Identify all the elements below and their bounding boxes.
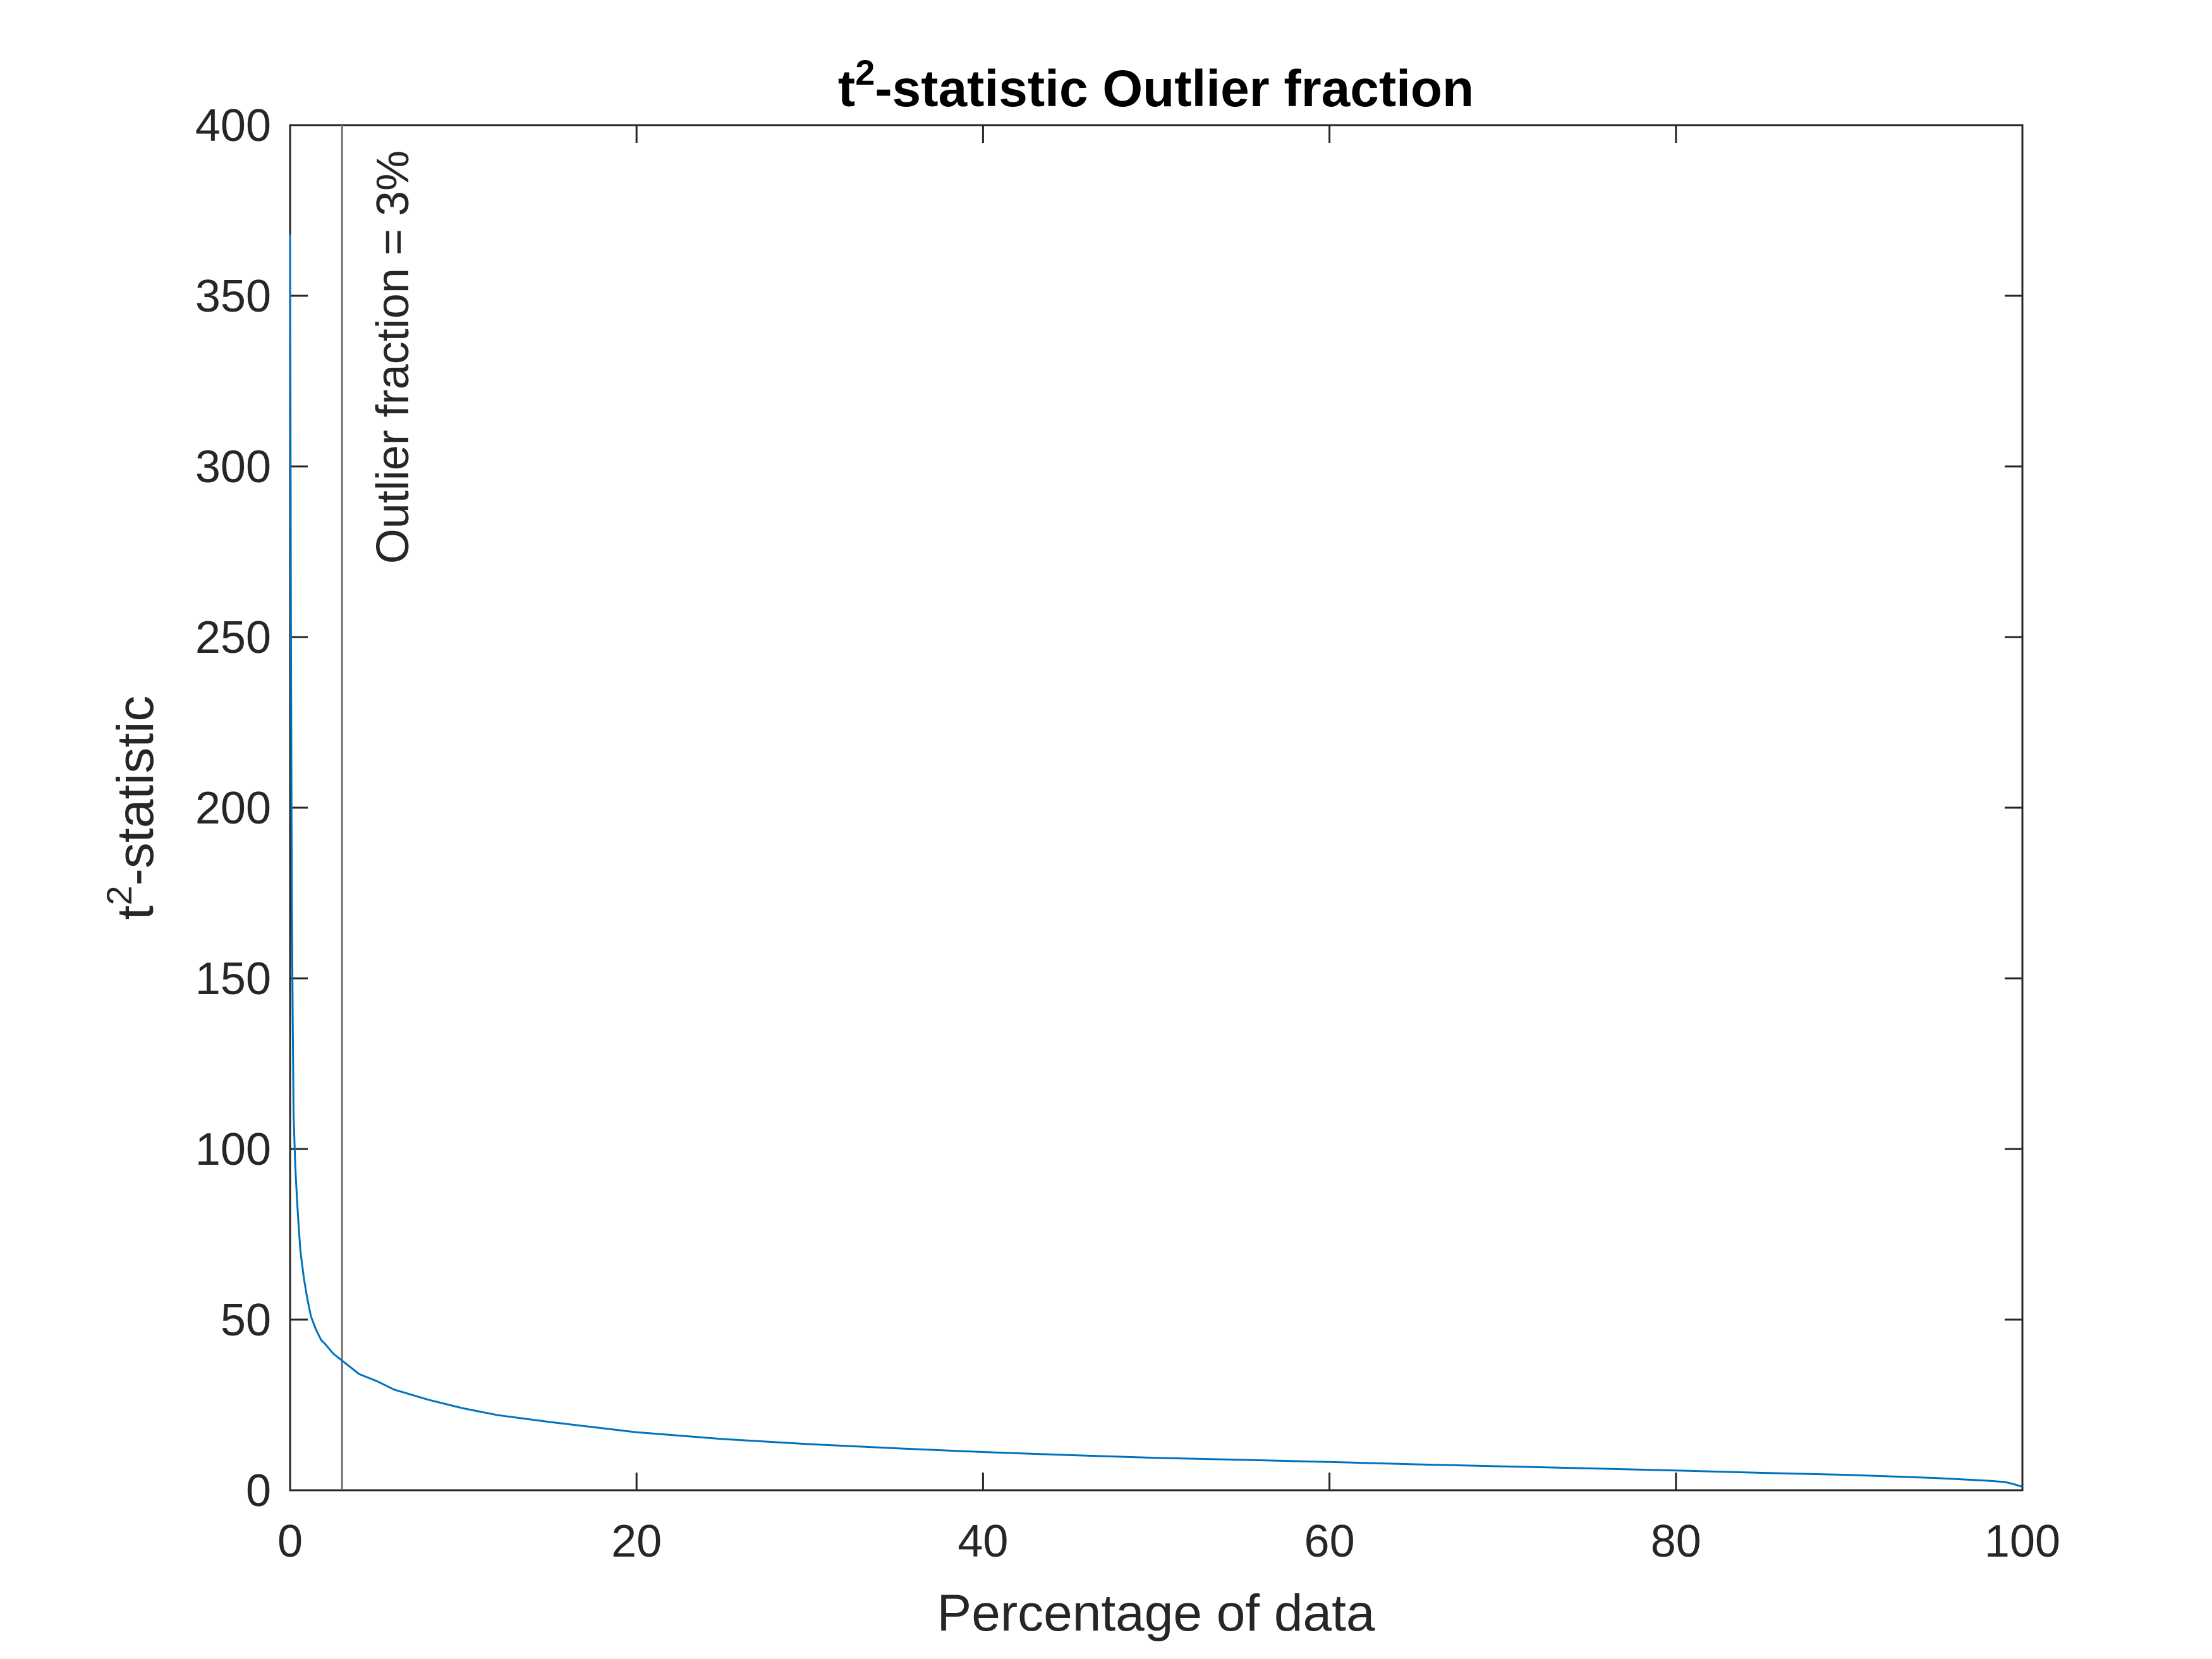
chart-title: t2-statistic Outlier fraction xyxy=(838,52,1474,118)
y-axis-label-prefix: t xyxy=(107,905,164,920)
x-tick-label: 80 xyxy=(1651,1516,1701,1567)
series-line xyxy=(289,234,2023,1488)
y-tick-label: 400 xyxy=(195,100,271,151)
chart-title-suffix: -statistic Outlier fraction xyxy=(875,60,1474,118)
x-tick-label: 20 xyxy=(611,1516,662,1567)
x-tick-label: 0 xyxy=(277,1516,303,1567)
y-tick-label: 200 xyxy=(195,783,271,834)
y-tick-label: 350 xyxy=(195,271,271,322)
y-tick-label: 250 xyxy=(195,612,271,663)
outlier-fraction-label: Outlier fraction = 3% xyxy=(368,150,418,564)
y-tick-label: 100 xyxy=(195,1124,271,1175)
x-axis-label: Percentage of data xyxy=(937,1584,1375,1642)
y-tick-label: 0 xyxy=(246,1466,271,1516)
x-tick-label: 60 xyxy=(1304,1516,1355,1567)
tick-labels: 0 20 40 60 80 100 0 50 100 150 200 250 300 350 400 xyxy=(195,100,2060,1567)
y-tick-label: 50 xyxy=(221,1295,271,1346)
chart-title-superscript: 2 xyxy=(855,52,875,92)
x-tick-label: 100 xyxy=(1984,1516,2060,1567)
y-axis-label: t2-statistic xyxy=(99,696,164,920)
chart-title-prefix: t xyxy=(838,60,855,118)
y-tick-label: 300 xyxy=(195,442,271,492)
x-tick-label: 40 xyxy=(957,1516,1008,1567)
plot-area xyxy=(289,124,2024,1492)
y-tick-label: 150 xyxy=(195,954,271,1004)
y-axis-label-superscript: 2 xyxy=(99,885,139,905)
axis-ticks xyxy=(289,124,2024,1492)
y-axis-label-suffix: -statistic xyxy=(107,696,164,886)
